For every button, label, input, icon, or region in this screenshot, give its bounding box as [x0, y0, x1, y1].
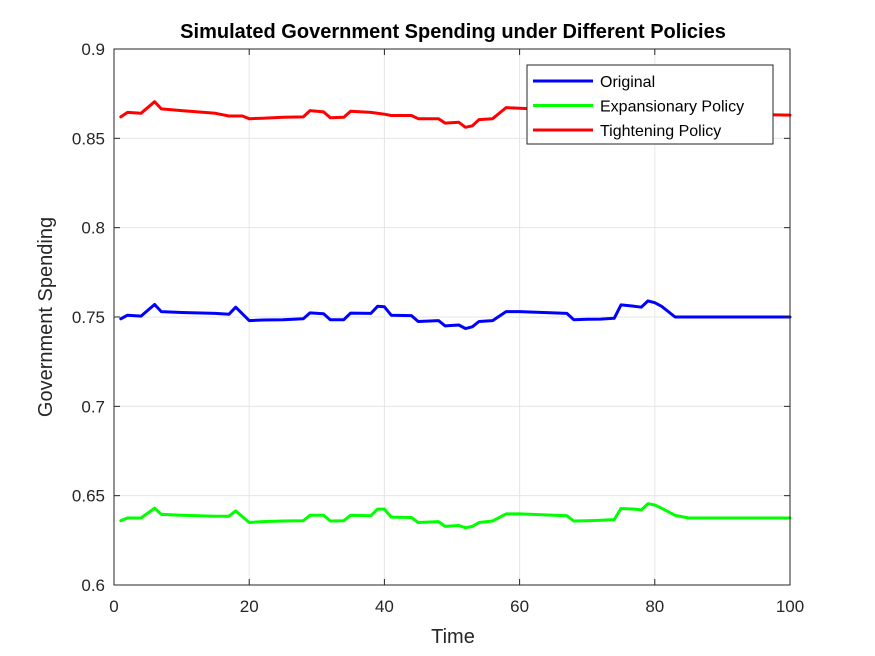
- y-tick-label: 0.7: [81, 397, 105, 416]
- series-line-1: [119, 502, 792, 530]
- series-layer: [119, 100, 792, 530]
- y-axis-label: Government Spending: [35, 217, 57, 417]
- x-tick-label: 80: [645, 597, 664, 616]
- x-tick-label: 20: [240, 597, 259, 616]
- x-axis-label: Time: [431, 626, 475, 648]
- series-line-0: [119, 299, 792, 331]
- legend-label-2: Tightening Policy: [600, 123, 721, 140]
- y-tick-label: 0.9: [81, 40, 105, 59]
- y-tick-label: 0.85: [72, 129, 105, 148]
- x-tick-label: 60: [510, 597, 529, 616]
- legend-label-0: Original: [600, 74, 655, 91]
- y-tick-label: 0.65: [72, 487, 105, 506]
- series-line-2: [119, 100, 792, 129]
- tick-marks: [113, 48, 791, 586]
- legend: Original Expansionary Policy Tightening Po…: [526, 64, 774, 145]
- x-tick-label: 40: [375, 597, 394, 616]
- y-tick-label: 0.6: [81, 576, 105, 595]
- chart-title: Simulated Government Spending under Diff…: [180, 21, 726, 43]
- y-tick-label: 0.8: [81, 219, 105, 238]
- y-tick-labels: 0.6 0.65 0.7 0.75 0.8 0.85 0.9: [72, 40, 105, 595]
- x-tick-labels: 0 20 40 60 80 100: [109, 597, 804, 616]
- y-tick-label: 0.75: [72, 308, 105, 327]
- x-tick-label: 100: [776, 597, 804, 616]
- legend-label-1: Expansionary Policy: [600, 99, 744, 116]
- x-tick-label: 0: [109, 597, 118, 616]
